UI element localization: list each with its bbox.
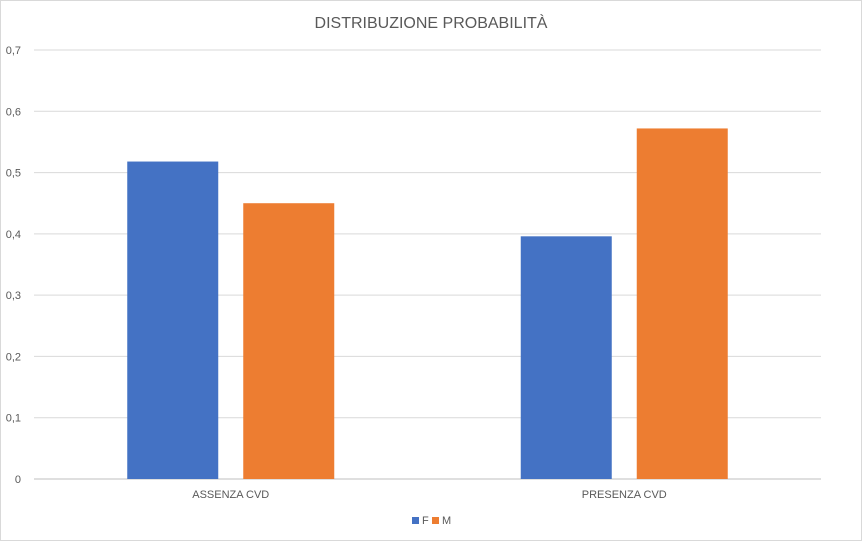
x-category-label: PRESENZA CVD xyxy=(582,489,667,501)
legend-label-m: M xyxy=(442,515,451,527)
bar-m xyxy=(243,203,335,479)
y-tick-label: 0,1 xyxy=(6,413,21,425)
y-axis-ticks: 0 0,1 0,2 0,3 0,4 0,5 0,6 0,7 xyxy=(6,45,21,486)
y-tick-label: 0,7 xyxy=(6,45,21,57)
y-tick-label: 0,6 xyxy=(6,106,21,118)
y-tick-label: 0,2 xyxy=(6,351,21,363)
legend-swatch-m xyxy=(432,517,439,524)
bar-f xyxy=(127,161,219,480)
bar-m xyxy=(636,128,728,479)
y-tick-label: 0,5 xyxy=(6,168,21,180)
y-tick-label: 0,3 xyxy=(6,290,21,302)
legend-label-f: F xyxy=(422,515,429,527)
x-category-label: ASSENZA CVD xyxy=(192,489,269,501)
chart-title: DISTRIBUZIONE PROBABILITÀ xyxy=(315,13,548,32)
y-tick-label: 0 xyxy=(15,474,21,486)
bar-f xyxy=(520,236,612,479)
x-axis-categories: ASSENZA CVD PRESENZA CVD xyxy=(192,489,667,501)
legend-swatch-f xyxy=(412,517,419,524)
y-tick-label: 0,4 xyxy=(6,229,21,241)
bars xyxy=(127,128,728,480)
